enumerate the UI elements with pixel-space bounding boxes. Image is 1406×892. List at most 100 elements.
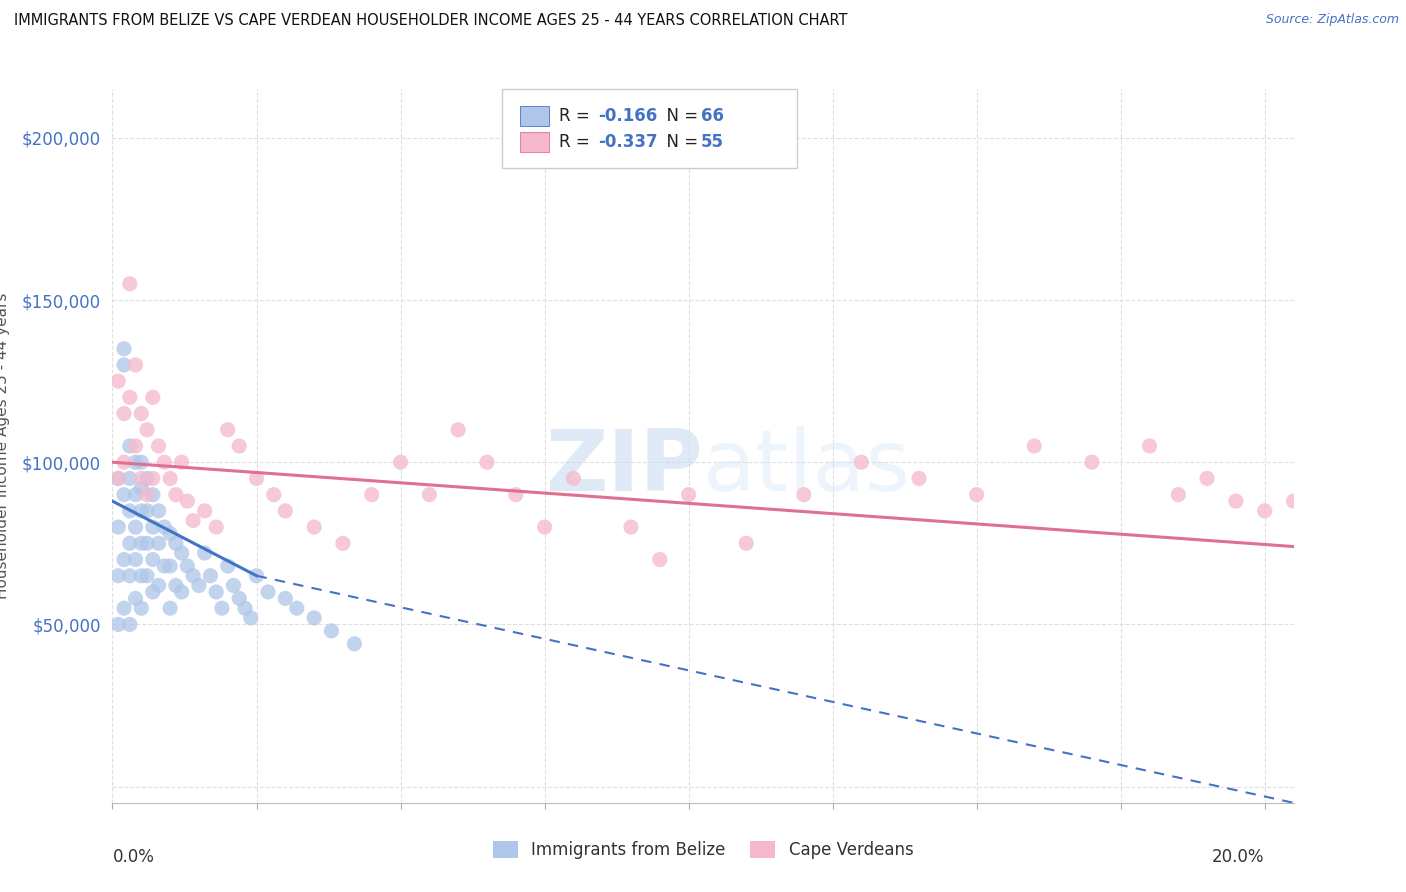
Text: Source: ZipAtlas.com: Source: ZipAtlas.com [1265, 13, 1399, 27]
Point [274, 504, 297, 518]
Point [118, 277, 141, 291]
Text: R =: R = [560, 107, 595, 125]
Point [112, 455, 135, 469]
Point [233, 601, 256, 615]
Point [1081, 455, 1104, 469]
Point [263, 488, 285, 502]
Point [107, 568, 129, 582]
Point [343, 637, 366, 651]
Point [159, 601, 181, 615]
Point [200, 568, 222, 582]
Point [118, 504, 141, 518]
Text: N =: N = [655, 133, 703, 151]
Point [285, 601, 308, 615]
Point [321, 624, 343, 638]
Point [1225, 494, 1247, 508]
Point [136, 504, 159, 518]
Point [159, 526, 181, 541]
Point [194, 546, 217, 560]
Point [118, 536, 141, 550]
Point [118, 471, 141, 485]
Point [112, 601, 135, 615]
Point [136, 471, 159, 485]
Point [124, 455, 146, 469]
Point [1167, 488, 1189, 502]
Point [124, 488, 146, 502]
Point [1024, 439, 1046, 453]
Text: N =: N = [655, 107, 703, 125]
Y-axis label: Householder Income Ages 25 - 44 years: Householder Income Ages 25 - 44 years [0, 293, 10, 599]
Point [735, 536, 758, 550]
Text: 66: 66 [700, 107, 724, 125]
Point [211, 601, 233, 615]
Point [228, 439, 250, 453]
Point [217, 559, 239, 574]
Point [118, 439, 141, 453]
Point [165, 488, 187, 502]
Point [129, 481, 152, 495]
Point [129, 568, 152, 582]
Point [194, 504, 217, 518]
Point [360, 488, 382, 502]
Point [1254, 504, 1277, 518]
Point [153, 455, 176, 469]
Point [129, 471, 152, 485]
Point [1282, 494, 1305, 508]
Point [107, 374, 129, 388]
Text: atlas: atlas [703, 425, 911, 509]
Point [124, 552, 146, 566]
Point [302, 520, 325, 534]
Point [181, 514, 204, 528]
Point [1197, 471, 1219, 485]
Point [153, 559, 176, 574]
Point [205, 585, 228, 599]
Point [475, 455, 498, 469]
Point [620, 520, 643, 534]
Point [112, 342, 135, 356]
Point [112, 358, 135, 372]
Point [124, 591, 146, 606]
Point [1310, 504, 1333, 518]
Point [107, 471, 129, 485]
Point [107, 617, 129, 632]
Point [228, 591, 250, 606]
Point [129, 407, 152, 421]
Point [124, 520, 146, 534]
Point [170, 546, 193, 560]
Point [142, 471, 165, 485]
Point [176, 559, 198, 574]
FancyBboxPatch shape [520, 106, 550, 127]
Point [142, 390, 165, 404]
Point [159, 471, 181, 485]
Point [136, 423, 159, 437]
Point [908, 471, 931, 485]
Point [332, 536, 354, 550]
Legend: Immigrants from Belize, Cape Verdeans: Immigrants from Belize, Cape Verdeans [486, 834, 920, 866]
Point [648, 552, 671, 566]
Point [118, 617, 141, 632]
Point [112, 407, 135, 421]
Point [239, 611, 262, 625]
Text: R =: R = [560, 133, 595, 151]
Point [148, 536, 170, 550]
Point [112, 552, 135, 566]
Point [245, 471, 267, 485]
Point [257, 585, 280, 599]
Text: 55: 55 [700, 133, 724, 151]
Point [129, 504, 152, 518]
Point [142, 520, 165, 534]
Point [389, 455, 412, 469]
Point [205, 520, 228, 534]
Point [136, 488, 159, 502]
Point [418, 488, 440, 502]
Point [153, 520, 176, 534]
Point [165, 536, 187, 550]
Point [447, 423, 470, 437]
Text: ZIP: ZIP [546, 425, 703, 509]
Point [148, 578, 170, 592]
Text: -0.166: -0.166 [598, 107, 657, 125]
Point [851, 455, 873, 469]
Point [129, 455, 152, 469]
Text: 0.0%: 0.0% [112, 848, 155, 866]
Point [533, 520, 555, 534]
